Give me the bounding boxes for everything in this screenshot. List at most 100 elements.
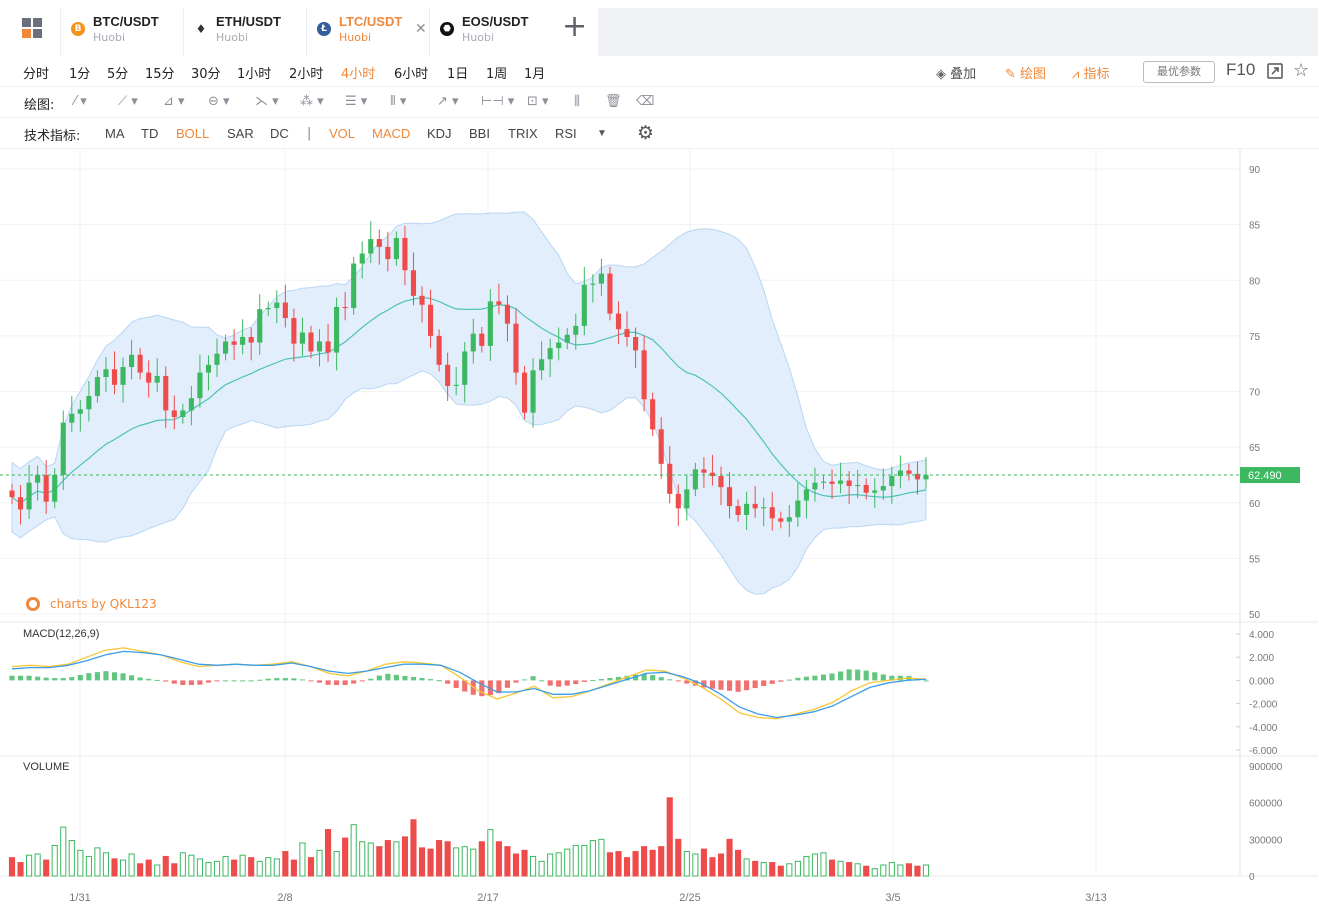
macd-tick-label: -6.000 <box>1249 746 1278 757</box>
indicator-ma[interactable]: MA <box>105 126 125 141</box>
volume-tick-label: 600000 <box>1249 799 1283 810</box>
volume-bar <box>905 863 912 877</box>
interval-button[interactable]: 1小时 <box>237 67 272 82</box>
volume-bar <box>922 864 930 877</box>
overlay-button[interactable]: ◈ 叠加 <box>936 63 976 82</box>
price-chart[interactable]: 1/31 2/8 2/17 2/25 3/5 3/13 90 85 80 75 70 65 60 55 50… <box>0 149 1319 924</box>
trash-icon[interactable]: 🗑 <box>605 94 622 109</box>
f10-button[interactable]: F10 <box>1226 60 1256 79</box>
volume-bar <box>606 852 614 877</box>
app-grid-icon[interactable] <box>18 14 46 42</box>
draw-button[interactable]: ✎ 绘图 <box>1005 63 1046 82</box>
indicator-bbi[interactable]: BBI <box>469 126 490 141</box>
interval-button[interactable]: 1日 <box>447 67 469 82</box>
candle <box>214 353 220 365</box>
more-indicators-icon[interactable]: ▼ <box>597 128 607 139</box>
macd-histogram-bar <box>897 675 903 681</box>
interval-button[interactable]: 1分 <box>69 67 91 82</box>
candle <box>812 482 818 490</box>
macd-histogram-bar <box>692 680 698 686</box>
ray-tool-icon[interactable]: ⟋ ▾ <box>118 94 138 109</box>
volume-bar <box>820 852 827 877</box>
fibonacci-tool-icon[interactable]: ☰ ▾ <box>345 94 368 109</box>
volume-bar <box>213 860 221 877</box>
interval-button[interactable]: 1周 <box>486 67 508 82</box>
interval-button[interactable]: 2小时 <box>289 67 324 82</box>
indicator-rsi[interactable]: RSI <box>555 126 577 141</box>
macd-histogram-bar <box>214 680 220 682</box>
interval-button-active[interactable]: 4小时 <box>341 67 376 82</box>
arrow-tool-icon[interactable]: ↗ ▾ <box>437 94 459 109</box>
channel-tool-icon[interactable]: ⊿ ▾ <box>163 94 185 109</box>
candle <box>820 481 827 483</box>
fullscreen-icon[interactable] <box>1266 62 1284 84</box>
price-tick-label: 80 <box>1249 276 1261 287</box>
macd-histogram-bar <box>812 675 818 681</box>
interval-button[interactable]: 30分 <box>191 67 221 82</box>
candle <box>325 341 331 353</box>
indicator-button[interactable]: ⩘ 指标 <box>1072 63 1110 82</box>
tab-eth[interactable]: ♦ ETH/USDT Huobi <box>183 8 305 56</box>
indicator-sar[interactable]: SAR <box>227 126 254 141</box>
settings-gear-icon[interactable]: ⚙ <box>637 123 655 144</box>
candle <box>103 369 109 378</box>
indicator-td[interactable]: TD <box>141 126 159 141</box>
star-icon[interactable]: ☆ <box>1293 60 1310 81</box>
line-tool-icon[interactable]: ⁄ ▾ <box>74 94 87 109</box>
candle <box>299 332 305 344</box>
macd-histogram-bar <box>667 679 673 681</box>
circle-tool-icon[interactable]: ⊖ ▾ <box>208 94 230 109</box>
volume-bar <box>461 846 468 877</box>
volume-bar <box>119 859 127 877</box>
x-tick-label: 2/25 <box>679 892 700 904</box>
volume-bar <box>427 848 434 877</box>
macd-histogram-bar <box>291 678 297 681</box>
candle <box>846 480 852 487</box>
volume-bar <box>837 860 844 877</box>
volume-bar <box>367 842 374 877</box>
annotation-tool-icon[interactable]: ⊡ ▾ <box>527 94 549 109</box>
indicator-kdj[interactable]: KDJ <box>427 126 452 141</box>
gann-tool-icon[interactable]: ⦀ ▾ <box>390 94 407 109</box>
macd-histogram-bar <box>188 680 194 686</box>
interval-button[interactable]: 6小时 <box>394 67 429 82</box>
candle <box>564 334 570 343</box>
measure-tool-icon[interactable]: ⊢⊣ ▾ <box>481 94 515 109</box>
macd-histogram-bar <box>94 672 100 681</box>
volume-bar <box>188 854 195 877</box>
interval-button[interactable]: 15分 <box>145 67 175 82</box>
indicator-macd[interactable]: MACD <box>372 126 411 141</box>
candle <box>872 490 878 493</box>
close-tab-icon[interactable]: ✕ <box>415 21 427 37</box>
volume-bar <box>521 849 528 877</box>
candle <box>539 359 545 371</box>
interval-toolbar: 分时 1分 5分 15分 30分 1小时 2小时 4小时 6小时 1日 1周 1… <box>0 56 1319 87</box>
tab-btc[interactable]: B BTC/USDT Huobi <box>60 8 182 56</box>
optimal-params-button[interactable]: 最优参数 <box>1143 61 1215 83</box>
pattern-tool-icon[interactable]: ⁂ ▾ <box>300 94 324 109</box>
indicator-boll[interactable]: BOLL <box>176 126 210 141</box>
indicator-dc[interactable]: DC <box>270 126 289 141</box>
candle <box>222 341 229 354</box>
macd-histogram-bar <box>103 671 109 681</box>
tab-eos[interactable]: ⬣ EOS/USDT Huobi <box>429 8 551 56</box>
candle <box>180 410 186 418</box>
volume-bar <box>538 860 545 877</box>
tab-bar: B BTC/USDT Huobi ♦ ETH/USDT Huobi Ł LTC/… <box>0 0 1319 56</box>
indicator-trix[interactable]: TRIX <box>508 126 538 141</box>
macd-histogram-bar <box>923 680 929 682</box>
wave-tool-icon[interactable]: ⋋ ▾ <box>255 94 279 109</box>
interval-button[interactable]: 分时 <box>23 67 50 82</box>
macd-histogram-bar <box>786 679 792 681</box>
eraser-icon[interactable]: ⌫ <box>636 94 655 109</box>
volume-bar <box>290 859 297 877</box>
indicator-vol[interactable]: VOL <box>329 126 356 141</box>
tab-ltc[interactable]: Ł LTC/USDT Huobi ✕ <box>306 8 428 56</box>
add-tab-icon[interactable]: + <box>562 9 588 44</box>
candle-style-icon[interactable]: ⫼ <box>574 94 580 109</box>
candle <box>744 503 750 515</box>
interval-button[interactable]: 5分 <box>107 67 129 82</box>
interval-button[interactable]: 1月 <box>524 67 546 82</box>
volume-bar <box>846 862 853 877</box>
candle <box>504 304 511 324</box>
